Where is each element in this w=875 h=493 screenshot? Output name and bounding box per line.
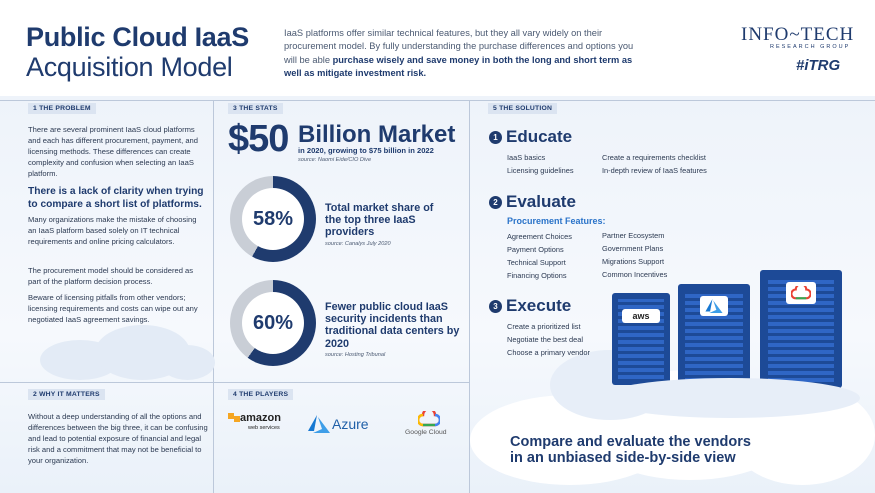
page-title-line1: Public Cloud IaaS [26, 22, 249, 52]
azure-logo: Azure [308, 413, 378, 435]
aws-box-icon [234, 416, 240, 422]
header-desc-normal: IaaS platforms offer similar technical f… [284, 28, 634, 65]
section-label-solution: 5 THE SOLUTION [488, 103, 558, 114]
compare-callout: Compare and evaluate the vendors in an u… [510, 434, 751, 466]
divider-players [213, 382, 469, 383]
header-desc-bold: purchase wisely and save money in both t… [284, 54, 633, 79]
procurement-features-title: Procurement Features: [507, 216, 606, 226]
section-label-stats: 3 THE STATS [228, 103, 283, 114]
incident-source: source: Hosting Tribunal [325, 352, 386, 358]
market-share-pct: 58% [242, 188, 304, 250]
market-share-text: Total market share of the top three IaaS… [325, 202, 434, 239]
problem-highlight: There is a lack of clarity when trying t… [28, 186, 204, 210]
divider-col2 [469, 100, 470, 493]
page-title-line2: Acquisition Model [26, 52, 233, 82]
procurement-feature: Technical Support [507, 258, 566, 267]
execute-item: Create a prioritized list [507, 322, 581, 331]
google-cloud-icon [791, 286, 811, 300]
educate-item: IaaS basics [507, 153, 546, 162]
aws-server-rack: aws [612, 293, 670, 385]
amazon-wordmark: amazon [240, 412, 281, 424]
divider-why [0, 382, 213, 383]
divider-top [0, 100, 875, 101]
educate-item: Licensing guidelines [507, 166, 574, 175]
market-share-source: source: Canalys July 2020 [325, 241, 391, 247]
execute-item: Choose a primary vendor [507, 348, 590, 357]
market-share-ring: 58% [230, 176, 316, 262]
step-1-title: Educate [506, 127, 573, 146]
execute-item: Negotiate the best deal [507, 335, 584, 344]
why-text: Without a deep understanding of all the … [28, 412, 208, 465]
infotech-logo-sub: RESEARCH GROUP [770, 44, 851, 50]
incident-pct: 60% [242, 292, 304, 354]
header-description: IaaS platforms offer similar technical f… [284, 27, 639, 81]
web-services-wordmark: web services [248, 425, 280, 431]
compare-line-1: Compare and evaluate the vendors [510, 434, 751, 450]
market-value: $50 [228, 118, 289, 160]
incident-ring: 60% [230, 280, 316, 366]
procurement-feature: Payment Options [507, 245, 564, 254]
section-label-problem: 1 THE PROBLEM [28, 103, 96, 114]
problem-text-2: Many organizations make the mistake of c… [28, 215, 197, 246]
infotech-logo: INFO~TECH [741, 24, 855, 45]
incident-text: Fewer public cloud IaaS security inciden… [325, 301, 460, 350]
azure-server-badge [700, 296, 728, 316]
educate-item: Create a requirements checklist [602, 153, 706, 162]
problem-text-3: The procurement model should be consider… [28, 266, 194, 286]
aws-server-badge: aws [622, 309, 660, 323]
compare-line-2: in an unbiased side-by-side view [510, 450, 736, 466]
cloud-shape [160, 345, 215, 380]
market-label: Billion Market [298, 121, 456, 148]
azure-server-rack [678, 284, 750, 388]
google-cloud-wordmark: Google Cloud [405, 429, 447, 436]
procurement-feature: Government Plans [602, 244, 664, 253]
procurement-feature: Partner Ecosystem [602, 231, 665, 240]
google-cloud-logo: Google Cloud [402, 411, 457, 441]
aws-box-icon [228, 413, 234, 419]
procurement-feature: Agreement Choices [507, 232, 572, 241]
step-1-badge: 1 [489, 131, 502, 144]
section-label-players: 4 THE PLAYERS [228, 389, 294, 400]
amazon-web-services-logo: amazon web services [228, 412, 288, 439]
procurement-feature: Common Incentives [602, 270, 668, 279]
google-cloud-icon [418, 411, 440, 427]
step-3-title: Execute [506, 296, 572, 315]
step-3-badge: 3 [489, 300, 502, 313]
azure-icon [308, 415, 330, 433]
market-subtext: in 2020, growing to $75 billion in 2022 [298, 146, 434, 155]
procurement-feature: Financing Options [507, 271, 567, 280]
market-source: source: Naomi Eide/CIO Dive [298, 157, 372, 163]
azure-icon [705, 299, 723, 313]
problem-text-1: There are several prominent IaaS cloud p… [28, 125, 198, 178]
section-label-why: 2 WHY IT MATTERS [28, 389, 105, 400]
step-2-title: Evaluate [506, 192, 576, 211]
step-2-badge: 2 [489, 196, 502, 209]
divider-col1 [213, 100, 214, 493]
educate-item: In-depth review of IaaS features [602, 166, 707, 175]
google-server-badge [786, 282, 816, 304]
procurement-feature: Migrations Support [602, 257, 665, 266]
itrg-tag: #iTRG [796, 57, 841, 74]
azure-wordmark: Azure [332, 416, 369, 432]
problem-text-4: Beware of licensing pitfalls from other … [28, 293, 198, 324]
cloud-shape [600, 378, 860, 418]
google-server-rack [760, 270, 842, 388]
